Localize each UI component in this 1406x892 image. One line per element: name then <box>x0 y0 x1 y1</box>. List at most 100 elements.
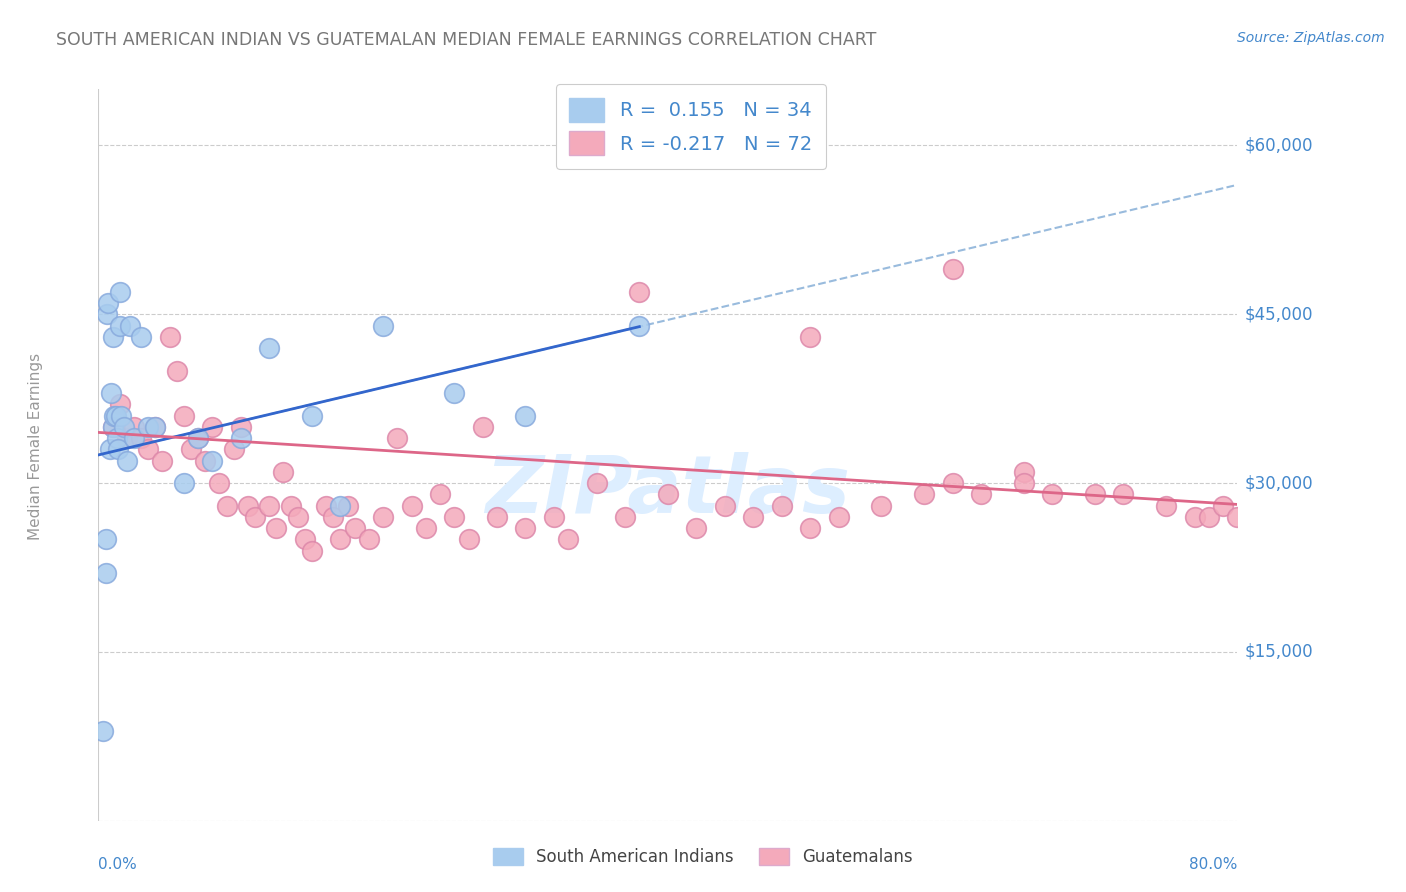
Point <box>371 509 394 524</box>
Point <box>357 533 380 547</box>
Point <box>180 442 202 457</box>
Point <box>585 476 607 491</box>
Point <box>1012 465 1035 479</box>
Point <box>329 499 352 513</box>
Point <box>912 487 935 501</box>
Point <box>129 330 152 344</box>
Point <box>1212 499 1234 513</box>
Text: $45,000: $45,000 <box>1244 305 1313 323</box>
Point <box>614 509 637 524</box>
Point <box>112 419 135 434</box>
Point <box>287 509 309 524</box>
Point <box>118 318 141 333</box>
Point <box>714 499 737 513</box>
Point <box>942 476 965 491</box>
Point <box>96 307 118 321</box>
Text: 80.0%: 80.0% <box>1189 857 1237 872</box>
Point <box>942 262 965 277</box>
Point <box>236 499 259 513</box>
Point <box>315 499 337 513</box>
Point <box>657 487 679 501</box>
Point <box>770 499 793 513</box>
Point <box>273 465 295 479</box>
Text: Source: ZipAtlas.com: Source: ZipAtlas.com <box>1237 31 1385 45</box>
Point <box>515 521 537 535</box>
Point <box>94 566 117 580</box>
Point <box>685 521 707 535</box>
Point <box>343 521 366 535</box>
Text: Median Female Earnings: Median Female Earnings <box>28 352 42 540</box>
Point <box>1084 487 1107 501</box>
Point <box>742 509 765 524</box>
Point <box>1184 509 1206 524</box>
Point <box>104 409 127 423</box>
Text: $30,000: $30,000 <box>1244 474 1313 492</box>
Point <box>94 533 117 547</box>
Point <box>515 409 537 423</box>
Text: ZIPatlas: ZIPatlas <box>485 452 851 531</box>
Point <box>1226 509 1249 524</box>
Point <box>105 431 128 445</box>
Point <box>387 431 409 445</box>
Point <box>187 431 209 445</box>
Text: 0.0%: 0.0% <box>98 857 138 872</box>
Point <box>194 453 217 467</box>
Point <box>1198 509 1220 524</box>
Point <box>173 476 195 491</box>
Point <box>159 330 181 344</box>
Point <box>443 386 465 401</box>
Point <box>136 419 159 434</box>
Point <box>443 509 465 524</box>
Point <box>371 318 394 333</box>
Point <box>259 341 281 355</box>
Point <box>870 499 893 513</box>
Point <box>322 509 344 524</box>
Point <box>152 453 174 467</box>
Point <box>108 318 131 333</box>
Point <box>259 499 281 513</box>
Point <box>486 509 509 524</box>
Point <box>401 499 423 513</box>
Point <box>145 419 167 434</box>
Point <box>457 533 479 547</box>
Point <box>294 533 316 547</box>
Point <box>329 533 352 547</box>
Point <box>543 509 565 524</box>
Point <box>557 533 579 547</box>
Point <box>429 487 451 501</box>
Point <box>108 397 131 411</box>
Point <box>799 330 821 344</box>
Point <box>266 521 288 535</box>
Point <box>101 419 124 434</box>
Point <box>799 521 821 535</box>
Point <box>280 499 302 513</box>
Point <box>173 409 195 423</box>
Point <box>229 431 252 445</box>
Point <box>336 499 359 513</box>
Point <box>122 419 145 434</box>
Text: $60,000: $60,000 <box>1244 136 1313 154</box>
Point <box>229 419 252 434</box>
Point <box>108 285 131 299</box>
Point <box>110 409 132 423</box>
Point <box>91 723 114 738</box>
Point <box>201 453 224 467</box>
Text: $15,000: $15,000 <box>1244 643 1313 661</box>
Point <box>628 285 651 299</box>
Point <box>115 453 138 467</box>
Point <box>215 499 238 513</box>
Point <box>122 431 145 445</box>
Point <box>415 521 437 535</box>
Point <box>471 419 494 434</box>
Point <box>1154 499 1177 513</box>
Point <box>103 409 125 423</box>
Point <box>129 431 152 445</box>
Text: SOUTH AMERICAN INDIAN VS GUATEMALAN MEDIAN FEMALE EARNINGS CORRELATION CHART: SOUTH AMERICAN INDIAN VS GUATEMALAN MEDI… <box>56 31 876 49</box>
Point <box>301 409 323 423</box>
Legend: South American Indians, Guatemalans: South American Indians, Guatemalans <box>485 840 921 875</box>
Point <box>208 476 231 491</box>
Point <box>201 419 224 434</box>
Point <box>107 442 129 457</box>
Point <box>222 442 245 457</box>
Point <box>243 509 266 524</box>
